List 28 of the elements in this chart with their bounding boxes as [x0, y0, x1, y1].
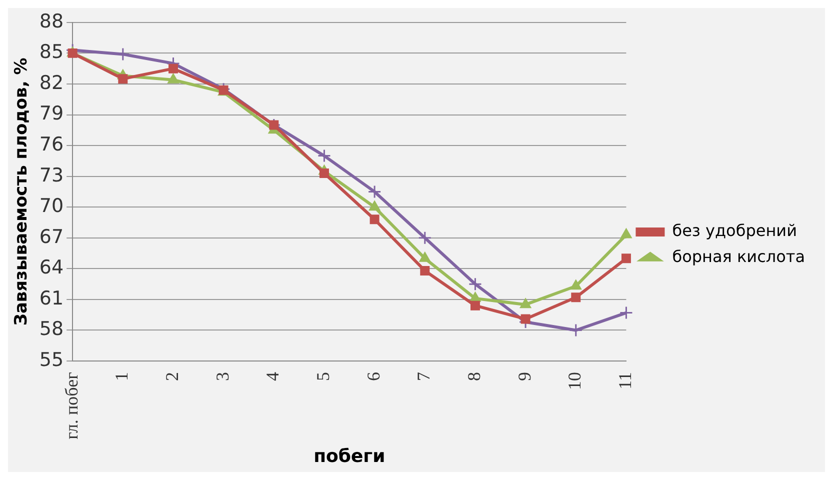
y-tick-label: 55	[39, 348, 64, 371]
x-tick-label: 6	[363, 372, 384, 382]
x-tick-label: 8	[464, 372, 484, 382]
x-tick-label: 2	[162, 372, 182, 382]
x-tick-label: 5	[312, 372, 333, 382]
x-tick-label: 3	[212, 372, 232, 382]
x-tick-label: 9	[514, 372, 534, 382]
y-tick-label: 61	[39, 287, 64, 310]
y-tick-label: 58	[39, 318, 64, 340]
x-tick-label: 7	[414, 372, 434, 382]
y-tick-label: 79	[39, 102, 64, 125]
x-axis-title: побеги	[314, 446, 386, 467]
legend-label: борная кислота	[672, 247, 806, 266]
y-tick-label: 88	[39, 10, 64, 32]
y-tick-label: 67	[39, 226, 64, 248]
legend-label: без удобрений	[672, 221, 797, 240]
x-tick-label: 1	[112, 372, 132, 382]
x-tick-label: 10	[564, 372, 585, 390]
y-tick-label: 82	[39, 72, 64, 94]
y-tick-label: 73	[39, 164, 64, 186]
y-tick-label: 85	[39, 41, 64, 64]
y-axis-title: Завязываемость плодов, %	[12, 58, 32, 326]
y-tick-label: 76	[39, 133, 64, 156]
x-tick-label: 4	[262, 372, 283, 382]
x-tick-label: 11	[614, 372, 635, 390]
y-tick-label: 64	[39, 256, 64, 279]
x-tick-label: гл. побег	[61, 372, 82, 440]
y-tick-label: 70	[39, 195, 64, 218]
